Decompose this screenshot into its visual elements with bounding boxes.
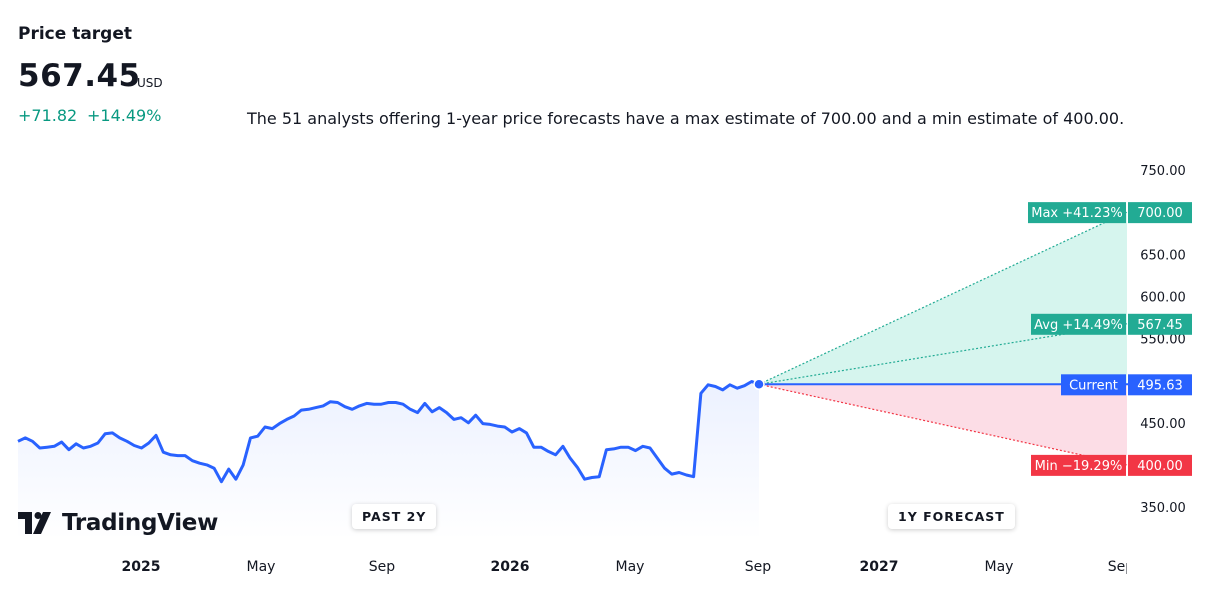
- y-axis-tick: 650.00: [1140, 248, 1186, 263]
- current-badge-value: 495.63: [1137, 378, 1183, 393]
- forecast-down-area: [759, 384, 1127, 465]
- x-axis-tick: Sep: [369, 559, 396, 575]
- analyst-summary: The 51 analysts offering 1-year price fo…: [247, 109, 1125, 128]
- max-badge-value-box: [1128, 202, 1192, 224]
- forecast-min-line: [758, 383, 1128, 466]
- current-price-point: [753, 378, 765, 391]
- current-badge-label: Current: [1069, 378, 1118, 393]
- min-badge-label: Min −19.29%: [1035, 459, 1123, 474]
- history-area: [18, 381, 759, 540]
- max-badge-label: Max +41.23%: [1031, 206, 1122, 221]
- price-target-title: Price target: [18, 24, 133, 44]
- min-badge-label-box: [1031, 454, 1126, 476]
- avg-badge-label-box: [1031, 313, 1126, 335]
- x-axis-tick: May: [616, 559, 645, 575]
- x-axis-tick: 2027: [860, 559, 899, 575]
- history-price-line: [17, 380, 760, 484]
- avg-badge-value: 567.45: [1137, 318, 1183, 333]
- max-badge-label-box: [1028, 202, 1126, 224]
- y-axis-tick: 750.00: [1140, 164, 1186, 179]
- y-axis-tick: 600.00: [1140, 290, 1186, 305]
- y-axis-tick: 550.00: [1140, 333, 1186, 348]
- x-axis-clip: [1127, 550, 1210, 580]
- y-axis-tick: 450.00: [1140, 417, 1186, 432]
- x-axis-tick: 2026: [491, 559, 530, 575]
- price-change-percent: +14.49%: [87, 106, 162, 125]
- x-axis-tick: May: [247, 559, 276, 575]
- avg-badge-value-box: [1128, 313, 1192, 335]
- min-badge-value: 400.00: [1137, 459, 1183, 474]
- tradingview-logo-text: TradingView: [62, 510, 219, 536]
- past-period-pill: PAST 2Y: [352, 504, 437, 529]
- x-axis-tick: 2025: [122, 559, 161, 575]
- price-target-value: 567.45: [18, 58, 141, 94]
- current-badge-value-box: [1128, 374, 1192, 396]
- max-badge-value: 700.00: [1137, 206, 1183, 221]
- x-axis-tick: Sep: [745, 559, 772, 575]
- current-badge-label-box: [1061, 374, 1126, 396]
- tradingview-logo[interactable]: TradingView: [18, 510, 218, 536]
- forecast-period-pill: 1Y FORECAST: [888, 504, 1015, 529]
- price-change-absolute: +71.82: [18, 106, 78, 125]
- currency-label: USD: [137, 76, 163, 90]
- x-axis-tick: May: [985, 559, 1014, 575]
- avg-badge-label: Avg +14.49%: [1034, 318, 1123, 333]
- y-axis-tick: 350.00: [1140, 501, 1186, 516]
- min-badge-value-box: [1128, 454, 1192, 476]
- tradingview-logo-icon: [18, 512, 51, 534]
